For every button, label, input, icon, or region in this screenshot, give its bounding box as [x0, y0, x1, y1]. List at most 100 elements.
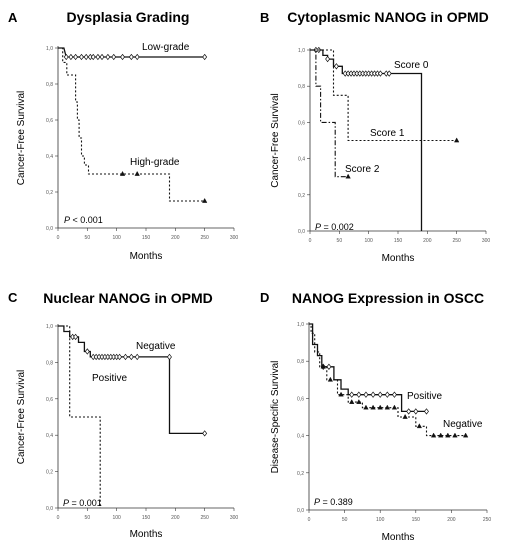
x-tick-label: 250 [452, 238, 461, 244]
censor-marker [377, 391, 383, 398]
y-tick-label: 0,4 [297, 434, 304, 440]
x-tick-label: 50 [85, 515, 91, 521]
censor-marker [83, 53, 89, 61]
censor-marker [402, 413, 408, 419]
y-tick-label: 0,8 [46, 360, 53, 366]
panel-d: D NANOG Expression in OSCC 0 50 100 150 200 250… [260, 290, 491, 543]
y-tick-label: 0,6 [298, 120, 305, 126]
y-tick-label: 0,4 [298, 157, 305, 163]
p-symbol: P [314, 497, 320, 507]
y-tick-label: 0,0 [297, 508, 304, 514]
censor-marker [333, 63, 339, 70]
x-tick-label: 0 [308, 517, 311, 523]
censor-marker [167, 353, 172, 361]
chart-title: Dysplasia Grading [67, 9, 190, 25]
censor-marker [134, 53, 140, 61]
series-label: Score 2 [345, 164, 380, 175]
p-value-text: = 0.001 [69, 498, 102, 508]
censor-marker [202, 197, 208, 203]
chart-title: Nuclear NANOG in OPMD [43, 290, 213, 306]
series-line-score-2 [310, 49, 349, 178]
censor-marker [454, 137, 460, 143]
x-tick-label: 150 [142, 235, 151, 241]
series-label: Positive [407, 391, 442, 402]
censor-marker [320, 363, 326, 369]
series-label: Negative [443, 419, 483, 430]
p-value: P = 0.389 [314, 497, 353, 507]
y-tick-label: 0,0 [46, 226, 53, 232]
censor-marker [363, 391, 369, 398]
x-tick-label: 0 [57, 515, 60, 521]
x-tick-label: 250 [200, 515, 209, 521]
censor-marker [384, 391, 390, 398]
panel-letter: C [8, 290, 18, 305]
censor-marker [73, 53, 79, 61]
x-tick-label: 300 [230, 515, 239, 521]
y-axis-label: Disease-Specific Survival [270, 361, 281, 474]
panel-a: A Dysplasia Grading 0 50 100 150 200 250 300 0,0 0… [8, 9, 238, 262]
x-tick-label: 300 [482, 238, 491, 244]
censor-marker [370, 391, 376, 398]
censor-marker [413, 408, 419, 415]
y-tick-label: 0,2 [297, 471, 304, 477]
panel-letter: A [8, 10, 18, 25]
x-tick-label: 200 [171, 235, 180, 241]
censor-marker [349, 399, 355, 404]
censor-marker [99, 53, 105, 61]
y-tick-label: 1,0 [297, 322, 304, 328]
censor-marker [95, 53, 101, 61]
censor-marker [430, 432, 437, 438]
series-label: High-grade [130, 157, 180, 168]
y-tick-label: 0,4 [46, 433, 53, 439]
censor-marker [63, 53, 69, 61]
series-line-high-grade [58, 47, 205, 202]
censor-marker [202, 430, 208, 437]
censor-marker [377, 70, 383, 77]
p-symbol: P [63, 498, 69, 508]
x-axis-label: Months [382, 253, 415, 264]
y-tick-label: 1,0 [46, 46, 53, 52]
x-tick-label: 50 [337, 238, 343, 244]
x-tick-label: 50 [342, 517, 348, 523]
panel-letter: D [260, 290, 269, 305]
censor-marker [327, 376, 333, 382]
y-tick-label: 0,0 [46, 506, 53, 512]
censor-marker [406, 408, 412, 415]
y-axis-label: Cancer-Free Survival [270, 93, 281, 187]
x-tick-label: 0 [57, 235, 60, 241]
p-value-text: < 0.001 [70, 215, 103, 225]
y-tick-label: 0,6 [46, 118, 53, 124]
x-tick-label: 150 [394, 238, 403, 244]
censor-marker [325, 55, 331, 63]
p-value: P = 0.001 [63, 498, 102, 508]
series-line-negative [58, 325, 205, 435]
y-tick-label: 0,8 [297, 359, 304, 365]
series-label: Negative [136, 341, 176, 352]
x-axis-label: Months [130, 251, 163, 262]
y-tick-label: 1,0 [46, 324, 53, 330]
series-line-positive [58, 325, 101, 508]
censor-marker [68, 53, 74, 61]
censor-marker [345, 173, 351, 179]
censor-marker [79, 53, 84, 61]
censor-marker [391, 391, 397, 398]
y-tick-label: 0,2 [46, 190, 53, 196]
censor-marker [134, 353, 140, 361]
x-tick-label: 50 [85, 235, 91, 241]
censor-marker [123, 353, 128, 361]
x-axis-label: Months [130, 529, 163, 540]
y-tick-label: 0,8 [46, 82, 53, 88]
y-tick-label: 0,4 [46, 154, 53, 160]
censor-marker [120, 53, 125, 61]
x-tick-label: 100 [376, 517, 385, 523]
censor-marker [105, 53, 111, 61]
p-symbol: P [64, 215, 70, 225]
series-label: Score 1 [370, 128, 405, 139]
panel-c: C Nuclear NANOG in OPMD 0 50 100 150 200 250 300… [8, 290, 238, 540]
censor-marker [326, 363, 332, 370]
censor-marker [128, 53, 134, 61]
y-tick-label: 0,0 [298, 229, 305, 235]
censor-marker [356, 399, 362, 404]
censor-marker [119, 170, 126, 176]
